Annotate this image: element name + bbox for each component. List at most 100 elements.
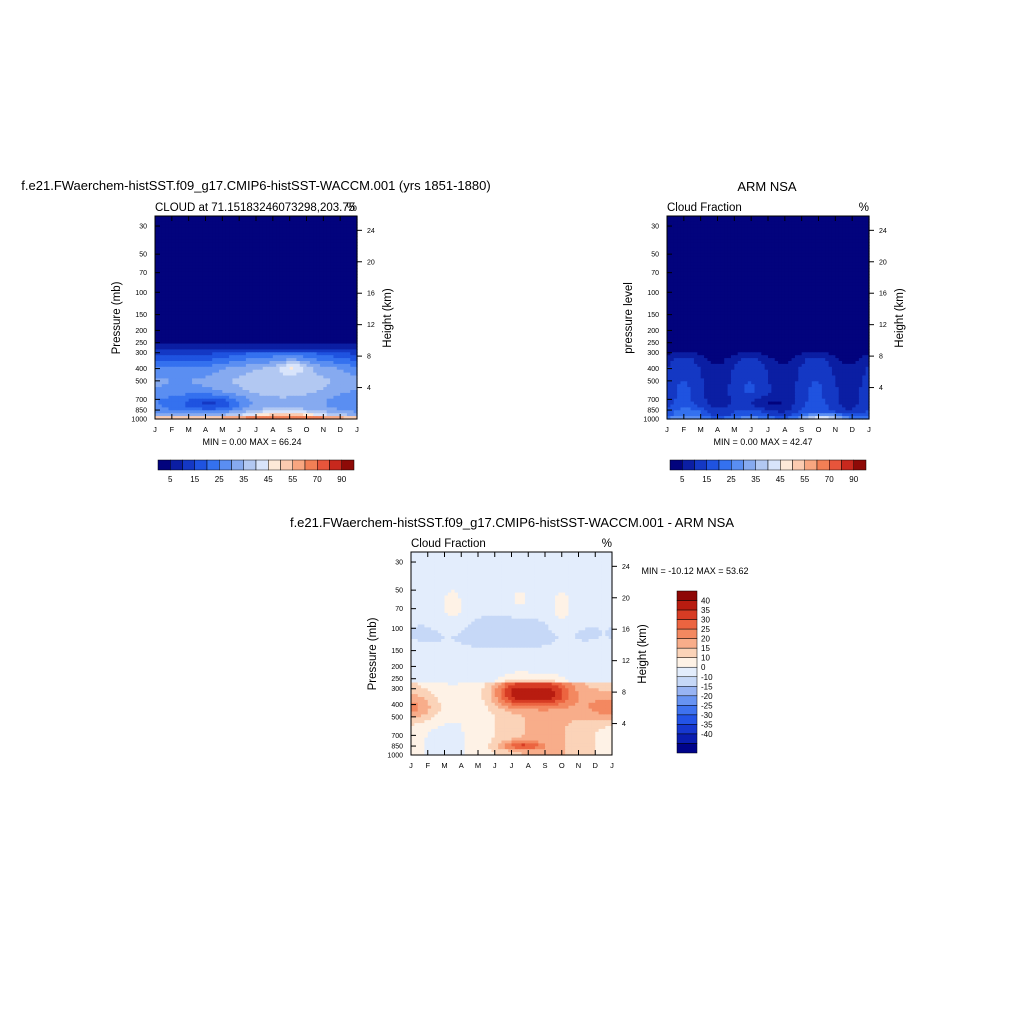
heatmap-cell	[242, 242, 247, 246]
heatmap-cell	[158, 282, 163, 287]
heatmap-cell	[229, 271, 234, 275]
heatmap-cell	[192, 314, 196, 319]
heatmap-cell	[303, 332, 308, 336]
heatmap-cell	[299, 271, 304, 275]
heatmap-cell	[286, 320, 291, 324]
heatmap-cell	[181, 407, 186, 411]
heatmap-cell	[262, 224, 267, 229]
heatmap-cell	[185, 250, 190, 255]
heatmap-cell	[276, 305, 281, 310]
heatmap-cell	[303, 404, 308, 408]
heatmap-cell	[178, 320, 183, 324]
heatmap-cell	[239, 265, 244, 269]
y-right-tick-label: 4	[367, 385, 371, 392]
heatmap-cell	[175, 337, 180, 342]
heatmap-cell	[229, 395, 234, 400]
heatmap-cell	[256, 340, 260, 345]
heatmap-cell	[239, 227, 244, 232]
heatmap-cell	[289, 323, 294, 327]
heatmap-cell	[306, 323, 311, 327]
heatmap-cell	[330, 392, 335, 397]
heatmap-cell	[336, 247, 341, 252]
heatmap-cell	[229, 250, 234, 255]
heatmap-cell	[282, 218, 287, 223]
heatmap-cell	[256, 221, 260, 226]
heatmap-cell	[316, 375, 321, 379]
heatmap-cell	[323, 361, 328, 365]
heatmap-cell	[168, 308, 173, 313]
heatmap-cell	[256, 300, 260, 304]
heatmap-cell	[333, 276, 338, 281]
heatmap-cell	[336, 262, 341, 266]
heatmap-cell	[333, 303, 338, 307]
heatmap-cell	[262, 218, 267, 223]
heatmap-cell	[259, 247, 264, 252]
heatmap-cell	[346, 300, 351, 304]
heatmap-cell	[185, 398, 190, 403]
heatmap-cell	[293, 308, 297, 313]
heatmap-cell	[262, 346, 267, 350]
heatmap-cell	[155, 392, 159, 397]
heatmap-cell	[306, 256, 311, 261]
heatmap-cell	[222, 320, 227, 324]
heatmap-cell	[171, 332, 176, 336]
heatmap-cell	[289, 361, 294, 365]
x-tick-label: J	[254, 425, 258, 434]
heatmap-cell	[303, 358, 308, 362]
heatmap-cell	[306, 343, 311, 348]
heatmap-cell	[313, 392, 318, 397]
heatmap-cell	[316, 355, 321, 359]
heatmap-cell	[299, 346, 304, 350]
heatmap-cell	[276, 308, 281, 313]
heatmap-cell	[296, 282, 301, 287]
heatmap-cell	[269, 250, 274, 255]
heatmap-cell	[313, 250, 318, 255]
colorbar-swatch	[280, 459, 293, 471]
heatmap-cell	[161, 358, 166, 362]
heatmap-cell	[242, 317, 247, 321]
heatmap-cell	[343, 288, 348, 292]
heatmap-cell	[279, 245, 284, 249]
heatmap-cell	[313, 308, 318, 313]
heatmap-cell	[188, 366, 193, 371]
heatmap-cell	[205, 358, 210, 362]
heatmap-cell	[276, 320, 281, 324]
heatmap-cell	[188, 407, 193, 411]
heatmap-cell	[155, 300, 159, 304]
heatmap-cell	[323, 274, 328, 278]
heatmap-cell	[336, 294, 341, 298]
heatmap-cell	[225, 262, 230, 266]
heatmap-cell	[245, 358, 250, 362]
heatmap-cell	[262, 233, 267, 237]
colorbar-label: 15	[190, 475, 199, 484]
heatmap-cell	[262, 334, 267, 339]
heatmap-cell	[340, 334, 345, 339]
heatmap-cell	[195, 271, 200, 275]
heatmap-cell	[262, 271, 267, 275]
heatmap-cell	[225, 250, 230, 255]
heatmap-cell	[232, 294, 237, 298]
heatmap-cell	[262, 303, 267, 307]
heatmap-cell	[256, 314, 260, 319]
heatmap-cell	[309, 387, 314, 391]
heatmap-cell	[289, 230, 294, 234]
heatmap-cell	[188, 326, 193, 330]
heatmap-cell	[218, 363, 223, 368]
heatmap-cell	[188, 236, 193, 240]
heatmap-cell	[249, 332, 254, 336]
heatmap-cell	[225, 279, 230, 284]
heatmap-cell	[346, 236, 351, 240]
heatmap-cell	[313, 291, 318, 295]
heatmap-cell	[205, 245, 210, 249]
heatmap-cell	[319, 242, 324, 246]
heatmap-cell	[346, 276, 351, 281]
heatmap-cell	[249, 216, 254, 220]
heatmap-cell	[296, 230, 301, 234]
heatmap-cell	[256, 224, 260, 229]
heatmap-cell	[252, 392, 257, 397]
heatmap-cell	[198, 245, 203, 249]
heatmap-cell	[330, 224, 335, 229]
heatmap-cell	[205, 308, 210, 313]
heatmap-cell	[165, 253, 170, 258]
heatmap-cell	[350, 317, 355, 321]
